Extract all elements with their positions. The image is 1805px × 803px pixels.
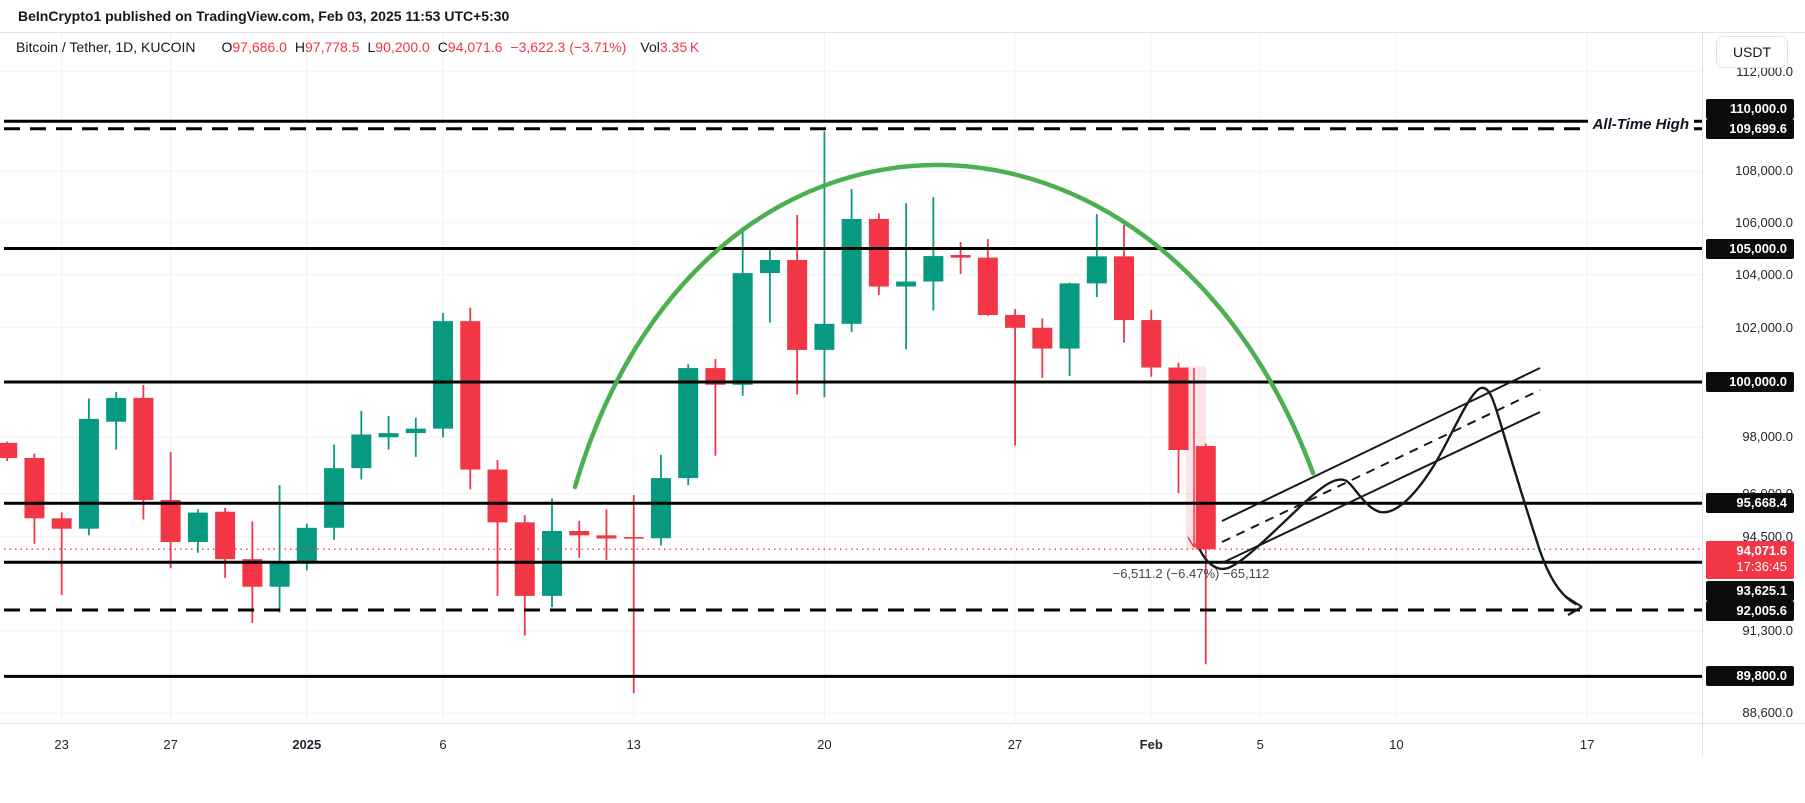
open-value: 97,686.0	[232, 39, 287, 55]
current-price-value: 94,071.6	[1736, 543, 1787, 558]
time-label: 2025	[292, 737, 322, 752]
price-tick: 88,600.0	[1742, 705, 1793, 721]
time-label: 13	[626, 737, 641, 752]
price-tick: 106,000.0	[1735, 214, 1793, 230]
price-level-badge: 93,625.1	[1706, 581, 1794, 602]
time-label: 5	[1256, 737, 1264, 752]
change-value: −3,622.3 (−3.71%)	[510, 39, 627, 55]
price-level-badge: 89,800.0	[1706, 666, 1794, 687]
price-level-badge: 100,000.0	[1706, 372, 1794, 392]
time-label: 23	[54, 737, 69, 752]
time-label: 27	[163, 737, 178, 752]
open-label: O	[221, 39, 233, 55]
symbol-legend: Bitcoin / Tether, 1D, KUCOIN O97,686.0 H97…	[16, 39, 699, 55]
current-price-badge: 94,071.6 17:36:45	[1706, 541, 1794, 579]
attribution-header: BeInCrypto1 published on TradingView.com…	[18, 8, 510, 24]
symbol-title: Bitcoin / Tether, 1D, KUCOIN	[16, 39, 196, 55]
price-level-badge: 110,000.0	[1706, 99, 1794, 120]
close-label: C	[437, 39, 448, 55]
price-level-badge: 95,668.4	[1706, 493, 1794, 514]
price-tick: 94,500.0	[1742, 528, 1793, 544]
time-label: 6	[439, 737, 447, 752]
time-label: 27	[1007, 737, 1023, 752]
close-value: 94,071.6	[447, 39, 503, 55]
axis-divider	[1702, 32, 1703, 757]
price-tick: 91,300.0	[1742, 623, 1793, 639]
time-label: 20	[817, 737, 832, 752]
high-value: 97,778.5	[305, 39, 360, 55]
time-label: 17	[1579, 737, 1595, 752]
price-level-badge: 105,000.0	[1706, 238, 1794, 259]
all-time-high-label: All-Time High	[1587, 116, 1694, 133]
time-axis-divider	[0, 723, 1805, 724]
high-label: H	[294, 39, 305, 55]
price-level-badge: 92,005.6	[1706, 600, 1794, 621]
price-tick: 102,000.0	[1735, 319, 1793, 335]
time-label: 10	[1389, 737, 1404, 752]
price-tick: 108,000.0	[1735, 163, 1793, 179]
low-label: L	[367, 39, 376, 55]
price-tick: 98,000.0	[1742, 429, 1793, 445]
volume-label: Vol	[640, 39, 660, 55]
low-value: 90,200.0	[375, 39, 430, 55]
price-level-badge: 109,699.6	[1706, 118, 1794, 139]
bar-countdown-timer: 17:36:45	[1736, 559, 1787, 574]
volume-value: 3.35 K	[659, 39, 700, 55]
currency-toggle-button[interactable]: USDT	[1716, 36, 1788, 68]
price-range-measure-label: −6,511.2 (−6.47%) −65,112	[1112, 566, 1270, 581]
footer: TradingView	[0, 757, 1805, 803]
time-label: Feb	[1139, 737, 1163, 752]
header-divider	[0, 32, 1805, 33]
price-tick: 104,000.0	[1735, 266, 1793, 282]
